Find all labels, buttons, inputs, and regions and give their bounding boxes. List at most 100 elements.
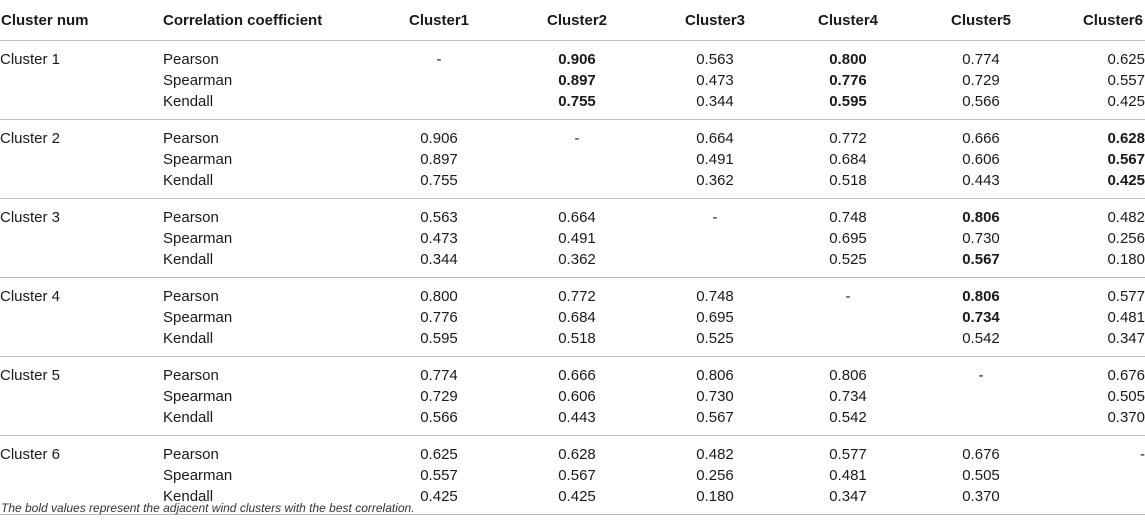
value-cell: 0.577 (1107, 288, 1145, 305)
header-correlation-coefficient: Correlation coefficient (163, 0, 365, 41)
cluster-name-cell (0, 91, 163, 120)
table-footnote: The bold values represent the adjacent w… (1, 501, 415, 515)
table-row: Spearman 0.729 0.606 0.730 0.734 0.505 (0, 386, 1145, 407)
value-cell: 0.566 (365, 407, 513, 436)
value-cell: 0.628 (1107, 130, 1145, 147)
value-cell: 0.806 (962, 288, 1000, 305)
value-cell: 0.800 (829, 51, 867, 68)
metric-cell: Pearson (163, 367, 219, 384)
value-cell: 0.755 (365, 170, 513, 199)
value-cell: 0.491 (558, 230, 596, 247)
value-cell: - (845, 288, 851, 305)
value-cell: 0.595 (365, 328, 513, 357)
value-cell (789, 307, 907, 328)
value-cell: 0.370 (1055, 407, 1145, 436)
value-cell: 0.362 (641, 170, 789, 199)
metric-cell: Spearman (163, 230, 233, 247)
value-cell (365, 70, 513, 91)
metric-cell: Kendall (163, 249, 365, 278)
table-row: Kendall 0.755 0.344 0.595 0.566 0.425 (0, 91, 1145, 120)
value-cell: 0.256 (696, 467, 734, 484)
value-cell: 0.567 (558, 467, 596, 484)
value-cell: 0.482 (696, 446, 734, 463)
cluster-name-cell: Cluster 1 (0, 51, 61, 68)
value-cell: 0.906 (420, 130, 458, 147)
value-cell: 0.542 (789, 407, 907, 436)
cluster-name-cell: Cluster 3 (0, 209, 61, 226)
value-cell: 0.729 (420, 388, 458, 405)
value-cell: 0.730 (962, 230, 1000, 247)
value-cell: 0.666 (558, 367, 596, 384)
cluster-name-cell (0, 328, 163, 357)
metric-cell: Spearman (163, 72, 233, 89)
value-cell: 0.734 (962, 309, 1000, 326)
header-cluster5: Cluster5 (907, 0, 1055, 41)
value-cell: 0.473 (420, 230, 458, 247)
value-cell: 0.729 (962, 72, 1000, 89)
metric-cell: Kendall (163, 407, 365, 436)
metric-cell: Pearson (163, 130, 219, 147)
value-cell: 0.443 (513, 407, 641, 436)
value-cell: 0.362 (513, 249, 641, 278)
value-cell: 0.897 (420, 151, 458, 168)
value-cell: 0.906 (558, 51, 596, 68)
value-cell: 0.425 (1055, 170, 1145, 199)
value-cell: 0.606 (558, 388, 596, 405)
cluster-name-cell (0, 170, 163, 199)
value-cell: 0.577 (829, 446, 867, 463)
cluster-name-cell: Cluster 5 (0, 367, 61, 384)
header-cluster4: Cluster4 (789, 0, 907, 41)
value-cell: 0.347 (789, 486, 907, 515)
value-cell: 0.425 (365, 486, 513, 515)
header-cluster2: Cluster2 (513, 0, 641, 41)
value-cell: 0.774 (962, 51, 1000, 68)
metric-cell: Kendall (163, 486, 365, 515)
value-cell: 0.628 (558, 446, 596, 463)
value-cell: 0.625 (420, 446, 458, 463)
value-cell: 0.897 (558, 72, 596, 89)
metric-cell: Kendall (163, 328, 365, 357)
value-cell: 0.695 (829, 230, 867, 247)
value-cell: 0.776 (420, 309, 458, 326)
value-cell (907, 386, 1055, 407)
cluster-name-cell (0, 249, 163, 278)
value-cell: 0.425 (513, 486, 641, 515)
cluster-name-cell (0, 486, 163, 515)
value-cell: 0.625 (1107, 51, 1145, 68)
cluster-name-cell: Cluster 2 (0, 130, 61, 147)
table-row: Spearman 0.473 0.491 0.695 0.730 0.256 (0, 228, 1145, 249)
value-cell: 0.557 (420, 467, 458, 484)
table-row: Cluster 5 Pearson 0.774 0.666 0.806 0.806 - 0.6… (0, 357, 1145, 387)
table-row: Spearman 0.557 0.567 0.256 0.481 0.505 (0, 465, 1145, 486)
table-row: Kendall 0.425 0.425 0.180 0.347 0.370 (0, 486, 1145, 515)
value-cell: 0.806 (696, 367, 734, 384)
value-cell: 0.676 (962, 446, 1000, 463)
value-cell: 0.695 (696, 309, 734, 326)
value-cell: 0.473 (696, 72, 734, 89)
value-cell: 0.542 (907, 328, 1055, 357)
value-cell: 0.684 (829, 151, 867, 168)
table-row: Spearman 0.897 0.473 0.776 0.729 0.557 (0, 70, 1145, 91)
metric-cell: Spearman (163, 151, 233, 168)
value-cell: 0.491 (696, 151, 734, 168)
value-cell (1055, 486, 1145, 515)
value-cell: 0.666 (962, 130, 1000, 147)
table-row: Cluster 2 Pearson 0.906 - 0.664 0.772 0.666 0.6… (0, 120, 1145, 150)
table-row: Cluster 3 Pearson 0.563 0.664 - 0.748 0.806 0.4… (0, 199, 1145, 229)
value-cell (1055, 465, 1145, 486)
value-cell (513, 149, 641, 170)
table-row: Kendall 0.755 0.362 0.518 0.443 0.425 (0, 170, 1145, 199)
value-cell: 0.566 (907, 91, 1055, 120)
cluster-name-cell (0, 407, 163, 436)
header-row: Cluster num Correlation coefficient Clus… (0, 0, 1145, 41)
value-cell: 0.370 (907, 486, 1055, 515)
value-cell: 0.505 (1107, 388, 1145, 405)
value-cell: 0.518 (513, 328, 641, 357)
cluster-name-cell (0, 149, 163, 170)
metric-cell: Spearman (163, 467, 233, 484)
value-cell: 0.180 (641, 486, 789, 515)
cluster-name-cell: Cluster 4 (0, 288, 61, 305)
value-cell: 0.684 (558, 309, 596, 326)
value-cell (641, 228, 789, 249)
value-cell: - (436, 51, 442, 68)
